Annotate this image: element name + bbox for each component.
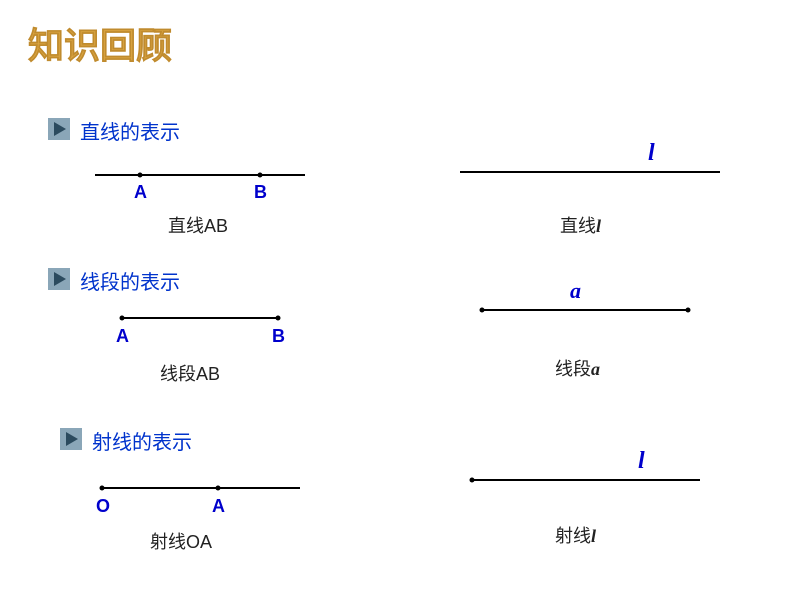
figure-caption: 直线AB: [168, 212, 228, 238]
figure-caption: 线段a: [555, 355, 600, 381]
geometry-point: [686, 308, 691, 313]
point-label: A: [212, 496, 225, 517]
figure-caption: 线段AB: [160, 360, 220, 386]
figure-caption: 射线OA: [150, 528, 212, 554]
geometry-point: [480, 308, 485, 313]
geometry-point: [100, 486, 105, 491]
segment-name-label: a: [570, 278, 581, 304]
point-label: A: [134, 182, 147, 203]
geometry-point: [120, 316, 125, 321]
point-label: O: [96, 496, 110, 517]
line-name-label: l: [648, 140, 655, 167]
figure-caption: 射线l: [555, 522, 596, 548]
geometry-point: [276, 316, 281, 321]
geometry-point: [258, 173, 263, 178]
point-label: A: [116, 326, 129, 347]
point-label: B: [254, 182, 267, 203]
geometry-point: [216, 486, 221, 491]
figure-caption: 直线l: [560, 212, 601, 238]
geometry-point: [138, 173, 143, 178]
ray-name-label: l: [638, 448, 645, 475]
figures-canvas: [0, 0, 800, 600]
point-label: B: [272, 326, 285, 347]
geometry-point: [470, 478, 475, 483]
